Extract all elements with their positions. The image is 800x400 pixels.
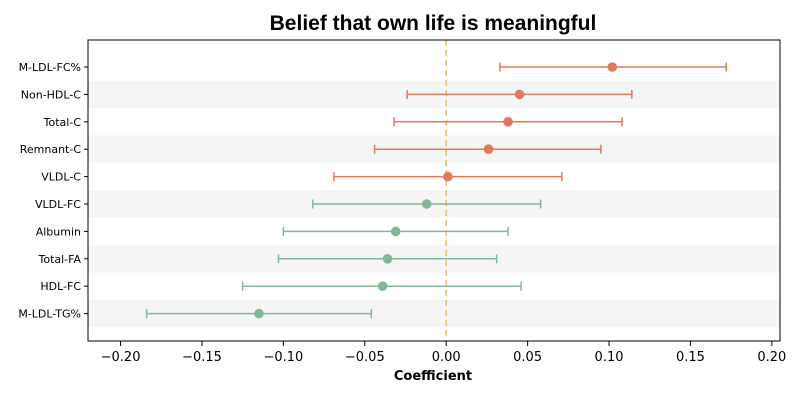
data-marks: [145, 62, 728, 319]
estimate-point: [254, 308, 264, 319]
y-tick-label: Remnant-C: [20, 143, 82, 156]
y-tick-label: VLDL-FC: [35, 198, 81, 211]
plot-frame: [87, 39, 781, 342]
estimate-point: [421, 199, 432, 209]
estimate-point: [377, 281, 388, 292]
x-tick-label: 0.20: [757, 350, 786, 365]
x-tick-label: −0.10: [263, 350, 303, 365]
x-axis: −0.20 −0.15 −0.10 −0.05 0.00 0.05 0.10 0.15 0.20: [101, 341, 786, 365]
y-axis: M-LDL-FC% Non-HDL-C Total-C Remnant-C VLDL-C…: [18, 61, 88, 321]
y-tick-label: Non-HDL-C: [21, 88, 82, 101]
y-tick-label: HDL-FC: [40, 280, 81, 293]
y-tick-label: Total-C: [43, 116, 82, 129]
x-tick-label: 0.15: [676, 350, 705, 365]
x-tick-label: 0.00: [432, 350, 461, 365]
y-tick-label: Total-FA: [37, 253, 81, 266]
y-tick-label: M-LDL-FC%: [19, 61, 81, 74]
estimate-point: [503, 117, 513, 127]
y-tick-label: VLDL-C: [41, 171, 81, 184]
x-axis-label: Coefficient: [394, 369, 472, 384]
chart-title: Belief that own life is meaningful: [270, 12, 597, 35]
x-tick-label: −0.20: [101, 350, 141, 365]
estimate-point: [382, 253, 393, 264]
x-tick-label: 0.05: [513, 350, 542, 365]
estimate-point: [483, 144, 494, 154]
y-tick-label: Albumin: [36, 225, 81, 238]
estimate-point: [443, 171, 453, 182]
estimate-point: [514, 89, 525, 100]
estimate-point: [607, 62, 618, 72]
x-tick-label: 0.10: [595, 350, 624, 365]
y-tick-label: M-LDL-TG%: [18, 308, 81, 321]
x-tick-label: −0.15: [182, 350, 222, 365]
estimate-point: [390, 226, 401, 237]
x-tick-label: −0.05: [345, 350, 385, 365]
